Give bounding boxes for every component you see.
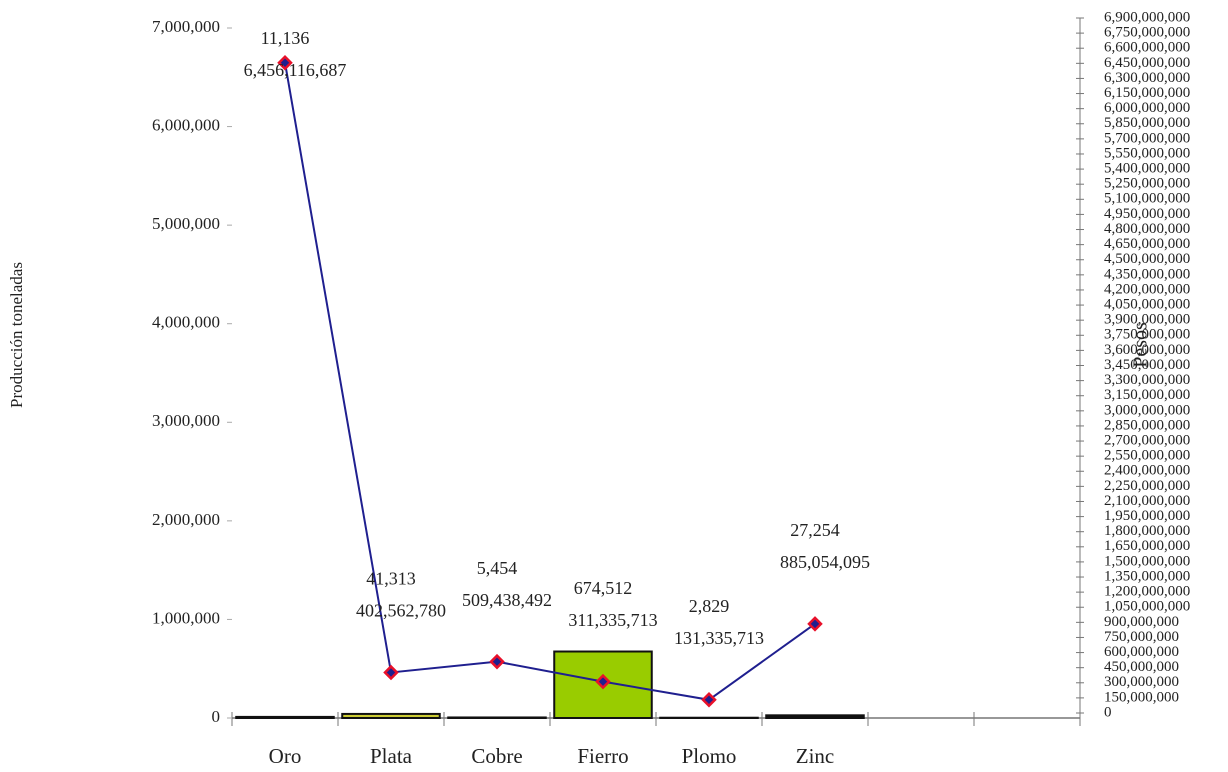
y2-tick-label: 2,550,000,000 xyxy=(1104,448,1190,464)
y2-tick-label: 1,350,000,000 xyxy=(1104,568,1190,584)
value-label: 41,313 xyxy=(366,569,416,589)
y2-tick-label: 3,750,000,000 xyxy=(1104,327,1190,343)
y2-tick-label: 450,000,000 xyxy=(1104,659,1179,675)
y2-tick-label: 4,500,000,000 xyxy=(1104,251,1190,267)
value-label: 27,254 xyxy=(790,520,840,540)
y2-tick-label: 4,800,000,000 xyxy=(1104,221,1190,237)
y2-tick-label: 4,350,000,000 xyxy=(1104,266,1190,282)
bar xyxy=(447,716,547,720)
y-tick-label: 1,000,000 xyxy=(152,608,220,627)
y2-tick-label: 300,000,000 xyxy=(1104,674,1179,690)
y2-tick-label: 1,950,000,000 xyxy=(1104,508,1190,524)
y2-tick-label: 5,400,000,000 xyxy=(1104,161,1190,177)
line xyxy=(284,62,816,701)
y2-tick-label: 3,000,000,000 xyxy=(1104,402,1190,418)
y-tick-label: 5,000,000 xyxy=(152,214,220,233)
value-label: 402,562,780 xyxy=(356,601,446,621)
value-label: 6,456,116,687 xyxy=(244,60,347,80)
value-label: 5,454 xyxy=(477,558,518,578)
y2-tick-label: 2,850,000,000 xyxy=(1104,417,1190,433)
y2-tick-label: 3,600,000,000 xyxy=(1104,342,1190,358)
y2-tick-label: 5,250,000,000 xyxy=(1104,176,1190,192)
x-tick-label: Oro xyxy=(269,744,302,768)
y2-tick-label: 6,900,000,000 xyxy=(1104,9,1190,25)
marker xyxy=(383,664,399,681)
y2-tick-label: 6,750,000,000 xyxy=(1104,25,1190,41)
y2-tick-label: 5,100,000,000 xyxy=(1104,191,1190,207)
marker xyxy=(489,653,505,670)
y-axis-label: Producción toneladas xyxy=(7,262,26,408)
y2-tick-label: 900,000,000 xyxy=(1104,614,1179,630)
y-tick-label: 6,000,000 xyxy=(152,115,220,134)
y2-tick-label: 6,150,000,000 xyxy=(1104,85,1190,101)
y2-tick-label: 3,900,000,000 xyxy=(1104,312,1190,328)
y2-tick-label: 4,950,000,000 xyxy=(1104,206,1190,222)
x-tick-label: Plata xyxy=(370,744,413,768)
y2-tick-label: 4,050,000,000 xyxy=(1104,297,1190,313)
marker xyxy=(701,692,717,708)
x-tick-label: Zinc xyxy=(796,744,834,768)
y2-tick-label: 6,600,000,000 xyxy=(1104,40,1190,56)
y2-tick-label: 1,800,000,000 xyxy=(1104,523,1190,539)
y2-tick-label: 3,300,000,000 xyxy=(1104,372,1190,388)
bar xyxy=(765,714,865,720)
y2-tick-label: 2,250,000,000 xyxy=(1104,478,1190,494)
value-label: 509,438,492 xyxy=(462,590,552,610)
marker xyxy=(595,673,611,690)
marker xyxy=(277,54,293,71)
y2-tick-label: 1,500,000,000 xyxy=(1104,553,1190,569)
bar xyxy=(235,715,335,719)
value-label: 11,136 xyxy=(261,28,310,48)
x-tick-label: Plomo xyxy=(682,744,737,768)
y2-tick-label: 6,000,000,000 xyxy=(1104,100,1190,116)
marker xyxy=(807,616,823,632)
x-tick-label: Fierro xyxy=(577,744,628,768)
y2-tick-label: 2,400,000,000 xyxy=(1104,463,1190,479)
y2-tick-label: 3,450,000,000 xyxy=(1104,357,1190,373)
y-tick-label: 2,000,000 xyxy=(152,510,220,529)
y2-tick-label: 5,850,000,000 xyxy=(1104,115,1190,131)
y2-tick-label: 5,700,000,000 xyxy=(1104,130,1190,146)
value-label: 674,512 xyxy=(574,578,633,598)
y2-tick-label: 6,300,000,000 xyxy=(1104,70,1190,86)
bar xyxy=(341,712,441,720)
y2-tick-label: 2,100,000,000 xyxy=(1104,493,1190,509)
y2-tick-label: 4,650,000,000 xyxy=(1104,236,1190,252)
y2-tick-label: 3,150,000,000 xyxy=(1104,387,1190,403)
y2-tick-label: 2,700,000,000 xyxy=(1104,432,1190,448)
y-tick-label: 7,000,000 xyxy=(152,17,220,36)
y2-tick-label: 0 xyxy=(1104,704,1112,720)
x-tick-label: Cobre xyxy=(471,744,522,768)
y2-tick-label: 5,550,000,000 xyxy=(1104,145,1190,161)
value-label: 2,829 xyxy=(689,596,730,616)
value-label: 131,335,713 xyxy=(674,628,764,648)
y2-tick-label: 1,050,000,000 xyxy=(1104,599,1190,615)
value-label: 885,054,095 xyxy=(780,552,870,572)
y2-tick-label: 750,000,000 xyxy=(1104,629,1179,645)
value-label: 311,335,713 xyxy=(568,610,657,630)
y2-tick-label: 4,200,000,000 xyxy=(1104,281,1190,297)
y-tick-label: 0 xyxy=(212,707,221,726)
y-tick-label: 4,000,000 xyxy=(152,313,220,332)
y-tick-label: 3,000,000 xyxy=(152,411,220,430)
y2-axis-label: Pesos xyxy=(1130,322,1152,368)
y2-tick-label: 1,650,000,000 xyxy=(1104,538,1190,554)
y2-tick-label: 1,200,000,000 xyxy=(1104,584,1190,600)
y2-tick-label: 150,000,000 xyxy=(1104,689,1179,705)
y2-tick-label: 600,000,000 xyxy=(1104,644,1179,660)
y2-tick-label: 6,450,000,000 xyxy=(1104,55,1190,71)
